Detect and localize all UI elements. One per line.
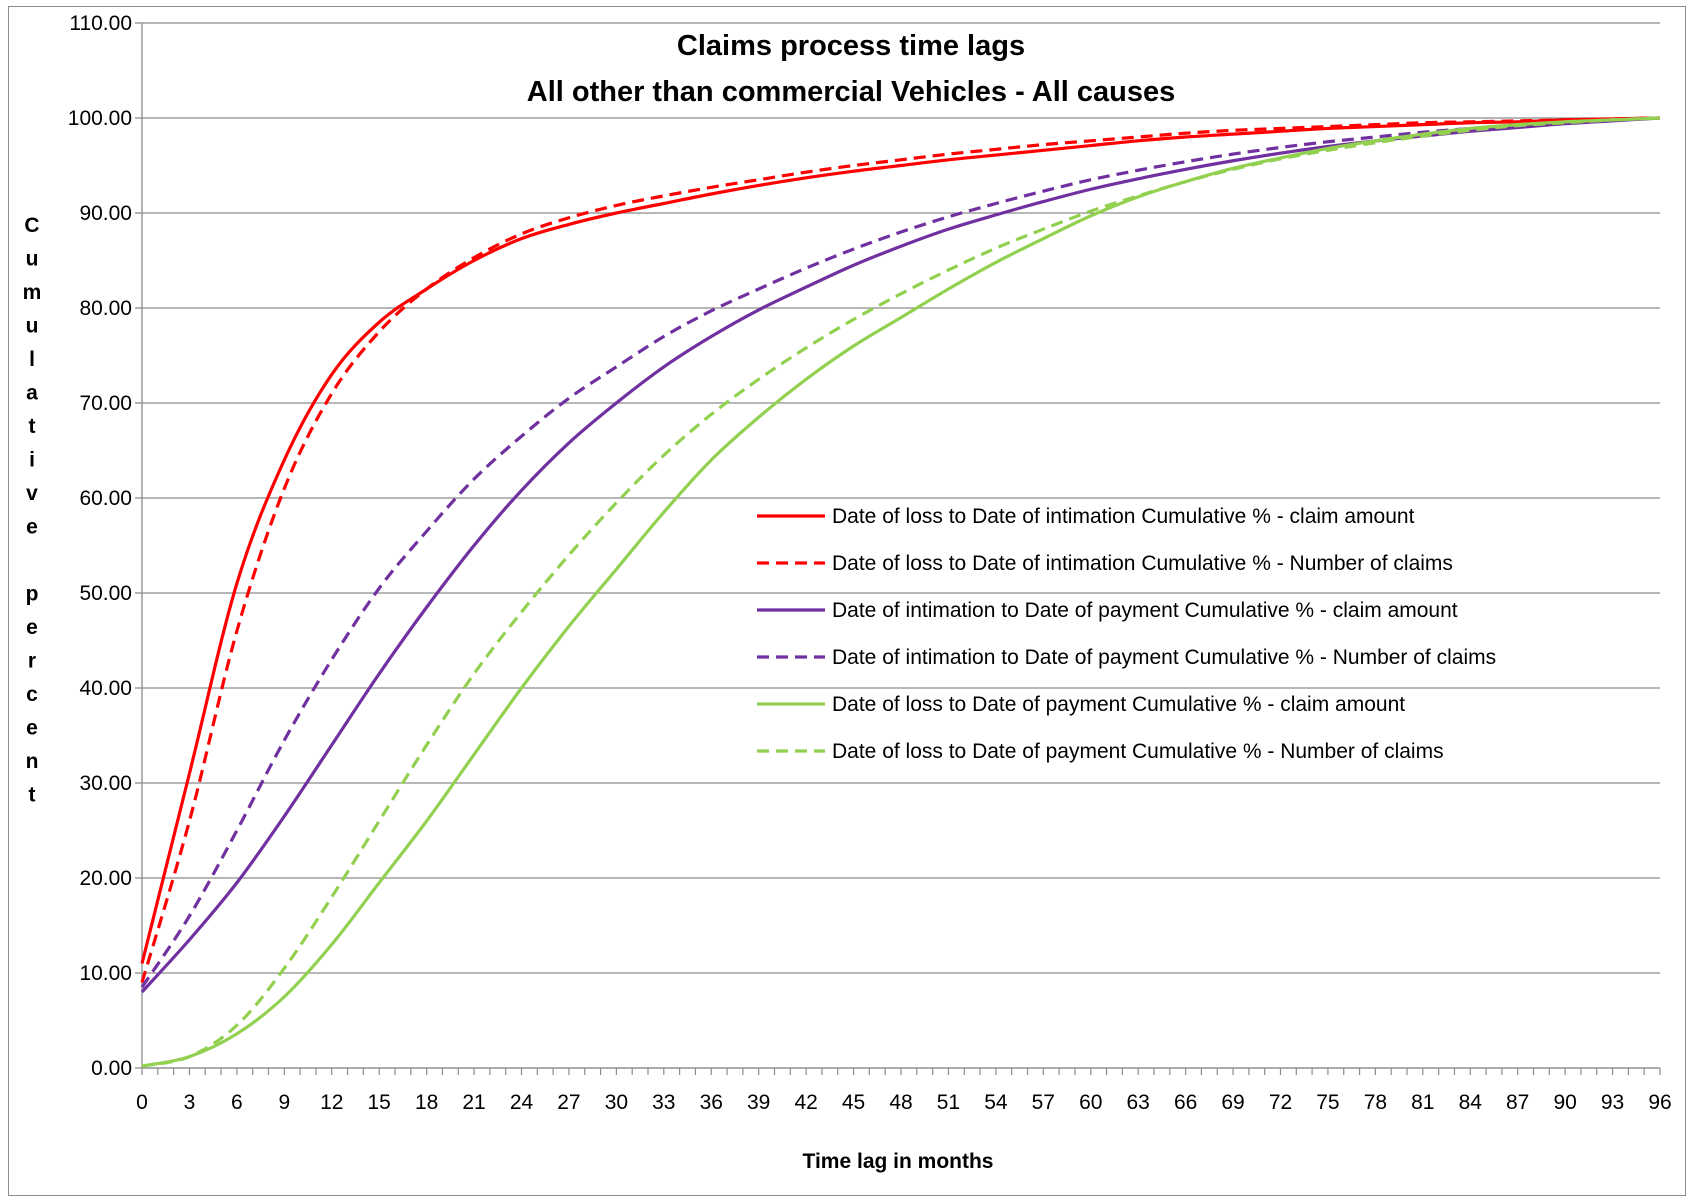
x-tick-label: 78 [1364,1091,1387,1114]
x-tick-label: 27 [557,1091,580,1114]
legend-label-5: Date of loss to Date of payment Cumulati… [832,693,1405,716]
x-tick-label: 96 [1648,1091,1671,1114]
y-tick-label: 40.00 [79,677,132,700]
y-tick-label: 70.00 [79,392,132,415]
series-line-2 [140,116,1661,983]
x-tick-label: 51 [937,1091,960,1114]
x-tick-label: 72 [1269,1091,1292,1114]
series-line-6 [141,116,1661,1068]
x-tick-label: 36 [700,1091,723,1114]
x-tick-label: 18 [415,1091,438,1114]
x-tick-label: 33 [652,1091,675,1114]
y-tick-label: 110.00 [69,12,132,35]
legend-label-4: Date of intimation to Date of payment Cu… [832,646,1496,669]
x-tick-label: 48 [889,1091,912,1114]
x-tick-label: 21 [462,1091,485,1114]
series-line-1 [140,116,1661,964]
y-tick-label: 60.00 [79,487,132,510]
chart-frame [8,6,1686,1196]
x-tick-label: 39 [747,1091,770,1114]
x-tick-label: 12 [320,1091,343,1114]
y-tick-label: 90.00 [79,202,132,225]
y-tick-label: 10.00 [79,962,132,985]
x-tick-label: 69 [1221,1091,1244,1114]
x-tick-label: 45 [842,1091,865,1114]
x-tick-label: 24 [510,1091,534,1114]
x-tick-label: 54 [984,1091,1008,1114]
y-tick-label: 20.00 [79,867,132,890]
x-tick-label: 66 [1174,1091,1197,1114]
x-tick-label: 9 [278,1091,290,1114]
axes [141,23,1661,1075]
chart-title-line-2: All other than commercial Vehicles - All… [527,76,1175,108]
series-line-5 [141,116,1661,1068]
x-tick-label: 93 [1601,1091,1624,1114]
legend-label-6: Date of loss to Date of payment Cumulati… [832,740,1444,763]
x-axis-title: Time lag in months [803,1150,994,1173]
x-tick-label: 15 [368,1091,391,1114]
y-tick-label: 30.00 [79,772,132,795]
legend-label-1: Date of loss to Date of intimation Cumul… [832,505,1415,528]
y-tick-label: 100.00 [68,107,132,130]
x-tick-label: 57 [1032,1091,1055,1114]
grid-lines [135,22,1660,1069]
legend: Date of loss to Date of intimation Cumul… [757,505,1496,763]
x-tick-label: 0 [136,1091,148,1114]
chart-title-line-1: Claims process time lags [677,30,1025,62]
x-tick-label: 3 [184,1091,196,1114]
y-tick-labels: 0.00 10.00 20.00 30.00 40.00 50.00 60.00 70.00 8… [68,12,132,1080]
x-tick-label: 6 [231,1091,243,1114]
series-line-4 [140,116,1661,989]
x-tick-label: 90 [1553,1091,1576,1114]
x-tick-label: 81 [1411,1091,1434,1114]
y-tick-label: 50.00 [79,582,132,605]
x-tick-label: 42 [794,1091,817,1114]
x-tick-label: 60 [1079,1091,1102,1114]
x-tick-label: 75 [1316,1091,1339,1114]
x-tick-label: 87 [1506,1091,1529,1114]
y-tick-label: 0.00 [91,1057,132,1080]
x-tick-labels: 0 3 6 9 12 15 18 21 24 27 30 33 36 39 42 45 48 51 54 57 60 63… [136,1091,1672,1114]
x-tick-label: 84 [1459,1091,1483,1114]
legend-label-3: Date of intimation to Date of payment Cu… [832,599,1458,622]
data-series [140,116,1661,1068]
x-tick-label: 63 [1127,1091,1150,1114]
x-tick-label: 30 [605,1091,628,1114]
legend-label-2: Date of loss to Date of intimation Cumul… [832,552,1453,575]
y-tick-label: 80.00 [79,297,132,320]
